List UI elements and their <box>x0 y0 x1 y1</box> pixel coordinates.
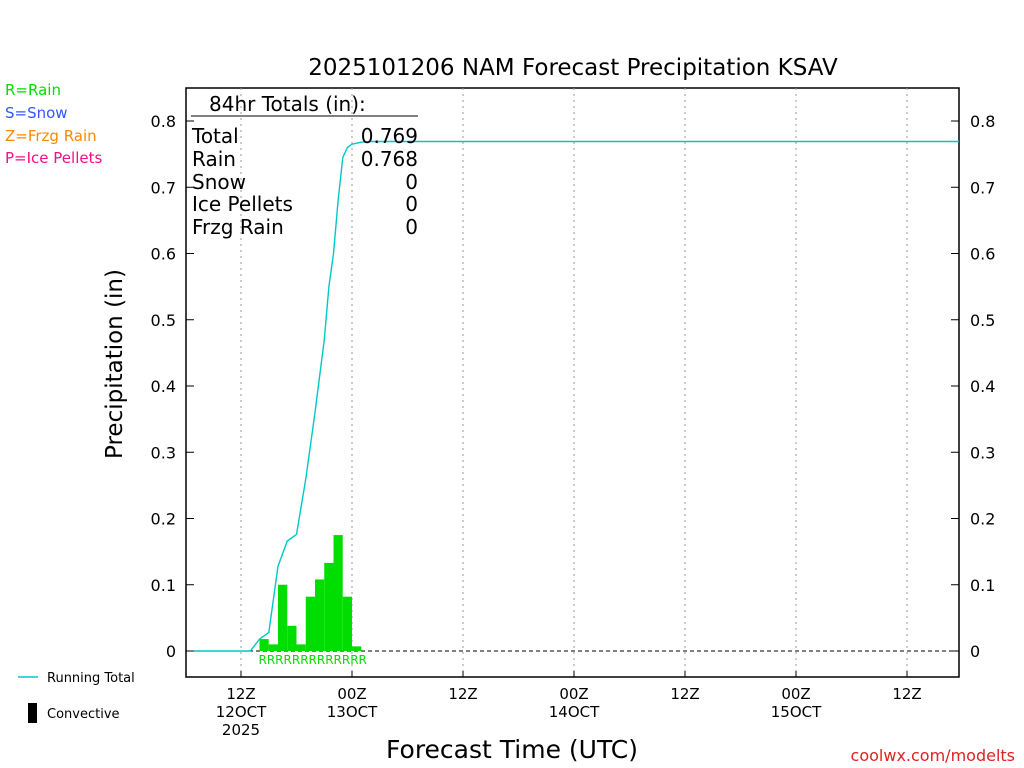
y-tick-label-left: 0.7 <box>151 178 176 197</box>
precip-type-legend: R=Rain S=Snow Z=Frzg Rain P=Ice Pellets <box>5 81 102 167</box>
y-tick-label-right: 0.7 <box>970 178 995 197</box>
legend-running-total-label: Running Total <box>47 671 135 686</box>
precip-bar <box>352 646 362 651</box>
x-tick-label: 2025 <box>222 721 260 739</box>
x-tick-label: 00Z <box>559 685 588 703</box>
y-tick-label-right: 0.1 <box>970 576 995 595</box>
totals-label-ice-pellets: Ice Pellets <box>192 192 293 216</box>
x-tick-label: 00Z <box>337 685 366 703</box>
precip-type-strip: RRRRRRRRRRRRR <box>259 653 367 667</box>
chart-title: 2025101206 NAM Forecast Precipitation KS… <box>308 55 838 81</box>
x-tick-label: 00Z <box>781 685 810 703</box>
hourly-precip-bars <box>259 535 362 651</box>
y-tick-label-left: 0.8 <box>151 112 176 131</box>
y-axis-right: 0 0.1 0.2 0.3 0.4 0.5 0.6 0.7 0.8 <box>951 112 995 661</box>
y-tick-label-right: 0.6 <box>970 245 995 264</box>
y-tick-label-left: 0 <box>166 642 176 661</box>
x-tick-label: 12Z <box>892 685 921 703</box>
y-tick-label-right: 0.3 <box>970 443 995 462</box>
x-tick-label: 12Z <box>670 685 699 703</box>
totals-value-rain: 0.768 <box>361 147 418 171</box>
precip-bar <box>333 535 343 651</box>
legend-frzg-rain: Z=Frzg Rain <box>5 127 97 145</box>
precip-bar <box>315 579 325 651</box>
x-tick-label: 13OCT <box>327 703 378 721</box>
y-tick-label-left: 0.3 <box>151 443 176 462</box>
totals-value-ice-pellets: 0 <box>405 192 418 216</box>
x-tick-label: 12Z <box>448 685 477 703</box>
x-tick-label: 15OCT <box>771 703 822 721</box>
totals-heading: 84hr Totals (in): <box>209 92 366 116</box>
x-tick-label: 12Z <box>226 685 255 703</box>
totals-value-total: 0.769 <box>361 124 418 148</box>
y-tick-label-left: 0.5 <box>151 311 176 330</box>
totals-value-snow: 0 <box>405 170 418 194</box>
legend-convective-label: Convective <box>47 707 120 722</box>
y-tick-label-right: 0.8 <box>970 112 995 131</box>
running-total-line <box>194 140 959 652</box>
precip-bar <box>324 562 334 651</box>
vertical-gridlines <box>240 88 908 677</box>
totals-label-total: Total <box>191 124 239 148</box>
site-credit: coolwx.com/modelts <box>851 746 1015 765</box>
precip-bar <box>305 596 315 651</box>
precip-bar <box>287 625 297 651</box>
totals-box: 84hr Totals (in): Total 0.769 Rain 0.768… <box>191 92 418 239</box>
y-tick-label-left: 0.4 <box>151 377 176 396</box>
legend-ice-pellets: P=Ice Pellets <box>5 149 102 167</box>
precip-bar <box>278 584 288 651</box>
y-tick-label-left: 0.2 <box>151 510 176 529</box>
y-tick-label-right: 0.4 <box>970 377 995 396</box>
precip-bar <box>342 596 352 651</box>
x-tick-label: 14OCT <box>549 703 600 721</box>
totals-value-frzg-rain: 0 <box>405 215 418 239</box>
plot-frame <box>185 87 960 678</box>
y-tick-label-right: 0.2 <box>970 510 995 529</box>
y-axis-label: Precipitation (in) <box>102 269 128 459</box>
legend-snow: S=Snow <box>5 104 68 122</box>
y-tick-label-left: 0.6 <box>151 245 176 264</box>
y-tick-label-right: 0 <box>970 642 980 661</box>
precip-bar <box>259 639 269 651</box>
legend-convective-swatch <box>28 703 37 723</box>
precip-bar <box>268 644 278 651</box>
totals-label-frzg-rain: Frzg Rain <box>192 215 284 239</box>
totals-label-rain: Rain <box>192 147 236 171</box>
x-tick-label: 12OCT <box>216 703 267 721</box>
legend-rain: R=Rain <box>5 81 61 99</box>
totals-label-snow: Snow <box>192 170 246 194</box>
y-axis-left: 0 0.1 0.2 0.3 0.4 0.5 0.6 0.7 0.8 <box>151 112 194 661</box>
precip-bar <box>296 644 306 651</box>
y-tick-label-left: 0.1 <box>151 576 176 595</box>
x-axis-label: Forecast Time (UTC) <box>386 735 638 764</box>
series-legend: Running Total Convective <box>18 671 135 723</box>
y-tick-label-right: 0.5 <box>970 311 995 330</box>
